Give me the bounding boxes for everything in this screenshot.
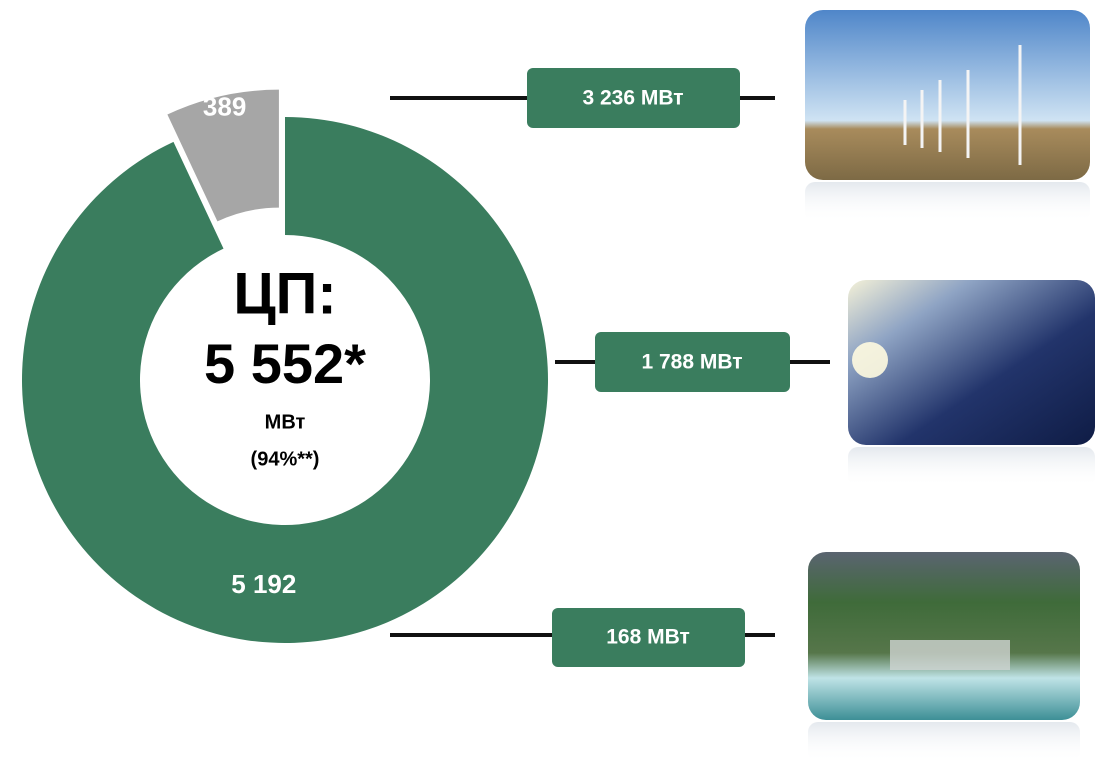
- wind-photo: [805, 10, 1090, 222]
- callout-boxes: [527, 68, 790, 667]
- center-total: 5 552*: [204, 332, 366, 395]
- callout-label: 1 788 МВт: [641, 351, 742, 374]
- donut-slice: [167, 89, 279, 222]
- reflection: [808, 722, 1080, 762]
- callout-label: 3 236 МВт: [582, 87, 683, 110]
- donut-slice: [21, 117, 548, 643]
- solar-photo: [848, 280, 1095, 487]
- photo: [808, 552, 1080, 720]
- photo: [805, 10, 1090, 180]
- callout-box: [552, 608, 745, 667]
- center-unit: МВт: [265, 411, 306, 433]
- donut: 5 192 389: [21, 89, 548, 643]
- reflection: [848, 447, 1095, 487]
- callout-label: 168 МВт: [606, 626, 690, 649]
- photo: [848, 280, 1095, 445]
- connector-lines: [390, 96, 830, 637]
- value-label: 5 192: [231, 569, 296, 599]
- hydro-photo: [808, 552, 1080, 762]
- value-label: 389: [203, 92, 246, 122]
- center-share: (94%**): [251, 448, 320, 470]
- reflection: [805, 182, 1090, 222]
- center-title: ЦП:: [233, 261, 336, 326]
- callout-box: [527, 68, 740, 128]
- callout-box: [595, 332, 790, 392]
